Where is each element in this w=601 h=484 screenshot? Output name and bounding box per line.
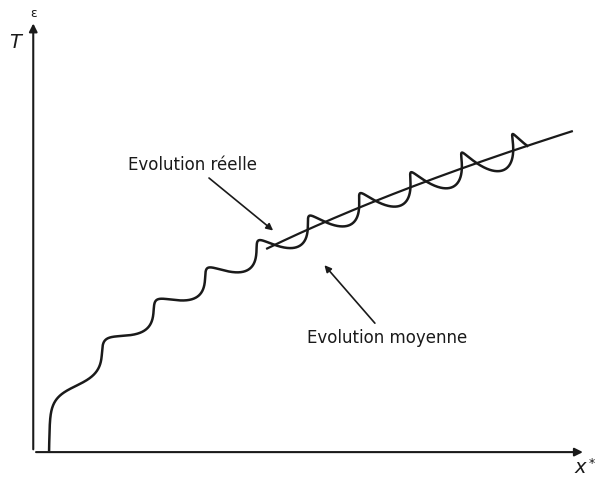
Text: ε: ε [31,7,37,19]
Text: Evolution réelle: Evolution réelle [128,156,272,230]
Text: *: * [588,456,594,469]
Text: Evolution moyenne: Evolution moyenne [307,267,467,347]
Text: T: T [9,32,21,52]
Text: x: x [575,457,586,476]
